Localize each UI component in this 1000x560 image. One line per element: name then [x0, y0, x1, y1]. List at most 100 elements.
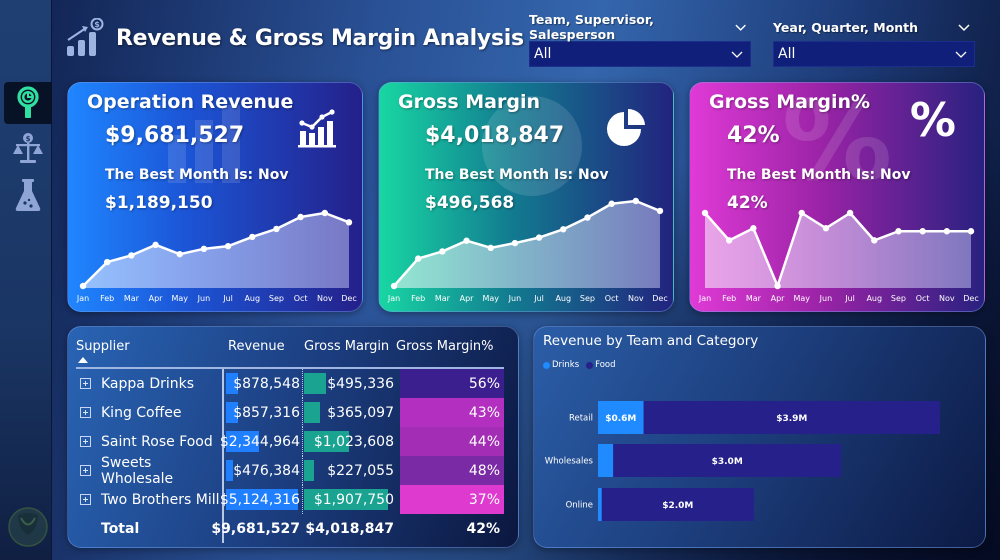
nav-finance-button[interactable]: $: [4, 128, 52, 170]
expand-row-icon[interactable]: [80, 407, 91, 418]
sparkline-point-dec[interactable]: [967, 228, 975, 235]
sparkline-point-jun[interactable]: [511, 239, 519, 247]
column-header-gross-margin-pct[interactable]: Gross Margin%: [396, 339, 494, 354]
sparkline-point-jul[interactable]: [224, 242, 232, 250]
sparkline-point-may[interactable]: [487, 244, 494, 252]
sparkline-area: [394, 201, 660, 288]
category-label: Wholesales: [545, 457, 594, 467]
column-header-supplier[interactable]: Supplier: [76, 337, 222, 363]
month-label: Mar: [435, 294, 451, 303]
sparkline-point-jun[interactable]: [200, 245, 208, 253]
card-title: Operation Revenue: [87, 91, 294, 113]
chevron-down-icon: [955, 51, 967, 58]
bar-data-label: $3.0M: [712, 457, 743, 467]
supplier-name: Sweets Wholesale: [101, 454, 174, 487]
sparkline-point-apr[interactable]: [463, 237, 470, 244]
bar-drinks-online[interactable]: [598, 488, 602, 521]
supplier-table: Supplier Revenue Gross Margin Gross Marg…: [76, 335, 504, 543]
sparkline-point-oct[interactable]: [608, 200, 615, 207]
sparkline-point-jun[interactable]: [822, 225, 830, 232]
date-slicer-dropdown[interactable]: All: [773, 41, 975, 67]
table-row[interactable]: Saint Rose Food $2,344,964 $1,023,608 44%: [76, 427, 504, 456]
revenue-by-team-chart-panel: Retail $0.6M $3.9M Wholesales $3.0M Online $2.…: [533, 326, 986, 548]
month-label: Jun: [819, 294, 833, 303]
expand-row-icon[interactable]: [80, 436, 91, 447]
sparkline-point-apr[interactable]: [774, 282, 781, 290]
sparkline-point-jan[interactable]: [701, 209, 709, 217]
team-slicer-dropdown[interactable]: All: [529, 41, 751, 67]
month-label: Nov: [628, 294, 644, 303]
bar-drinks-retail[interactable]: [598, 401, 644, 434]
nav-lab-button[interactable]: [4, 174, 52, 216]
total-revenue: $9,681,527: [211, 514, 302, 543]
sparkline-point-dec[interactable]: [656, 207, 664, 215]
sparkline-point-nov[interactable]: [943, 228, 951, 235]
sparkline-point-apr[interactable]: [152, 241, 159, 249]
sparkline-line: [393, 199, 661, 287]
expand-row-icon[interactable]: [80, 465, 91, 476]
gross-margin-pct-cell: 44%: [400, 427, 504, 456]
sparkline-point-mar[interactable]: [750, 225, 757, 232]
sparkline-point-feb[interactable]: [414, 255, 422, 262]
bar-food-online[interactable]: [601, 488, 754, 521]
sparkline-point-sep[interactable]: [895, 228, 902, 235]
total-label: Total: [101, 520, 140, 537]
sparkline-line: [704, 211, 971, 288]
expand-row-icon[interactable]: [80, 378, 91, 389]
sparkline-point-oct[interactable]: [297, 213, 304, 221]
sparkline-point-mar[interactable]: [128, 252, 135, 259]
sparkline-point-may[interactable]: [176, 250, 183, 258]
month-label: Aug: [244, 294, 260, 303]
legend-item-drinks[interactable]: Drinks: [543, 360, 579, 370]
expand-row-icon[interactable]: [80, 494, 91, 505]
sparkline-point-jul[interactable]: [535, 234, 543, 241]
sparkline-point-jan[interactable]: [79, 282, 87, 290]
legend-item-food[interactable]: Food: [586, 360, 616, 370]
sparkline-point-jul[interactable]: [846, 209, 854, 217]
table-header: Supplier Revenue Gross Margin Gross Marg…: [76, 335, 504, 369]
sparkline-point-aug[interactable]: [560, 226, 567, 233]
bar-food-retail[interactable]: [643, 401, 940, 434]
supplier-table-panel: Supplier Revenue Gross Margin Gross Marg…: [67, 326, 519, 548]
nav-analytics-button[interactable]: [4, 82, 52, 124]
page-title: Revenue & Gross Margin Analysis: [116, 25, 524, 51]
sparkline-point-sep[interactable]: [273, 225, 280, 233]
table-row[interactable]: Two Brothers Mill $5,124,316 $1,907,750 37%: [76, 485, 504, 514]
month-label: May: [171, 294, 188, 303]
category-label: Retail: [569, 414, 593, 424]
table-row[interactable]: Kappa Drinks $878,548 $495,336 56%: [76, 369, 504, 398]
column-header-revenue[interactable]: Revenue: [228, 339, 285, 354]
table-row[interactable]: King Coffee $857,316 $365,097 43%: [76, 398, 504, 427]
bar-food-wholesales[interactable]: [613, 444, 842, 477]
month-label: Apr: [149, 294, 164, 303]
chevron-down-icon[interactable]: [957, 22, 971, 32]
gross-margin-cell: $1,023,608: [302, 427, 396, 456]
bar-drinks-wholesales[interactable]: [598, 444, 614, 477]
gross-margin-pct-sparkline: Jan Feb Mar Apr May Jun Jul Aug Sep Oct Nov Dec: [698, 209, 979, 303]
sparkline-point-oct[interactable]: [919, 228, 926, 235]
sparkline-point-sep[interactable]: [584, 214, 591, 221]
sparkline-point-dec[interactable]: [345, 219, 353, 226]
gross-margin-pct-cell: 48%: [400, 456, 504, 485]
balance-scale-dollar-icon: $: [13, 133, 43, 163]
table-row[interactable]: Sweets Wholesale $476,384 $227,055 48%: [76, 454, 504, 487]
sparkline-point-may[interactable]: [798, 209, 805, 217]
sparkline-point-aug[interactable]: [249, 233, 256, 241]
table-total-row: Total $9,681,527 $4,018,847 42%: [76, 514, 504, 543]
sparkline-point-aug[interactable]: [871, 237, 878, 244]
revenue-cell: $857,316: [222, 398, 302, 427]
month-label: Jun: [197, 294, 211, 303]
sparkline-point-feb[interactable]: [725, 237, 733, 244]
sparkline-point-jan[interactable]: [390, 282, 398, 290]
month-label: Sep: [891, 294, 906, 303]
month-label: Feb: [100, 294, 114, 303]
sparkline-point-nov[interactable]: [321, 209, 329, 217]
sparkline-point-feb[interactable]: [103, 258, 111, 266]
sparkline-point-nov[interactable]: [632, 197, 640, 205]
gross-margin-sparkline: Jan Feb Mar Apr May Jun Jul Aug Sep Oct Nov Dec: [387, 197, 668, 303]
sparkline-point-mar[interactable]: [439, 248, 446, 255]
month-label: Nov: [317, 294, 333, 303]
revenue-cell: $878,548: [222, 369, 302, 398]
column-header-gross-margin[interactable]: Gross Margin: [304, 339, 390, 354]
chevron-down-icon[interactable]: [734, 22, 747, 32]
